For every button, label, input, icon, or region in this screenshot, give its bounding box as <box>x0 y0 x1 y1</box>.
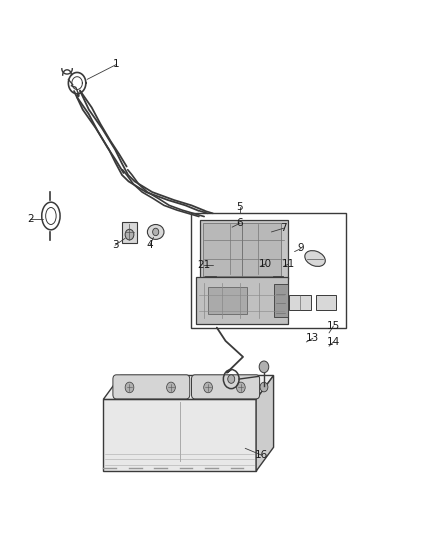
Bar <box>103 399 256 471</box>
Text: 5: 5 <box>237 202 243 212</box>
Text: 11: 11 <box>282 259 296 269</box>
Bar <box>122 222 138 243</box>
Polygon shape <box>103 375 274 399</box>
Text: 13: 13 <box>306 333 319 343</box>
Text: 9: 9 <box>298 244 304 253</box>
Ellipse shape <box>305 251 325 266</box>
Bar <box>316 295 336 310</box>
Circle shape <box>152 228 159 236</box>
FancyBboxPatch shape <box>242 223 281 276</box>
Bar <box>208 287 247 314</box>
Bar <box>205 276 215 287</box>
Circle shape <box>166 382 175 393</box>
FancyBboxPatch shape <box>203 223 242 276</box>
Text: 3: 3 <box>112 240 118 250</box>
Text: 21: 21 <box>197 260 210 270</box>
Text: 15: 15 <box>327 321 340 331</box>
Bar <box>289 295 311 310</box>
FancyBboxPatch shape <box>191 375 260 399</box>
Bar <box>191 213 346 328</box>
Text: 7: 7 <box>280 223 287 233</box>
Text: 4: 4 <box>147 240 153 250</box>
Bar <box>275 284 288 317</box>
Circle shape <box>260 382 268 392</box>
Ellipse shape <box>148 224 164 239</box>
Text: 6: 6 <box>236 219 243 229</box>
Text: 14: 14 <box>327 337 340 347</box>
Text: 10: 10 <box>259 259 272 269</box>
Bar <box>273 276 283 287</box>
Text: 16: 16 <box>255 450 268 460</box>
Circle shape <box>125 229 134 240</box>
FancyBboxPatch shape <box>196 277 288 324</box>
Circle shape <box>125 382 134 393</box>
Circle shape <box>204 382 212 393</box>
Circle shape <box>259 361 269 373</box>
FancyBboxPatch shape <box>113 375 190 399</box>
Circle shape <box>228 375 235 383</box>
Polygon shape <box>256 375 274 471</box>
Text: 1: 1 <box>113 60 120 69</box>
FancyBboxPatch shape <box>200 220 288 279</box>
Text: 2: 2 <box>27 214 34 224</box>
Circle shape <box>237 382 245 393</box>
